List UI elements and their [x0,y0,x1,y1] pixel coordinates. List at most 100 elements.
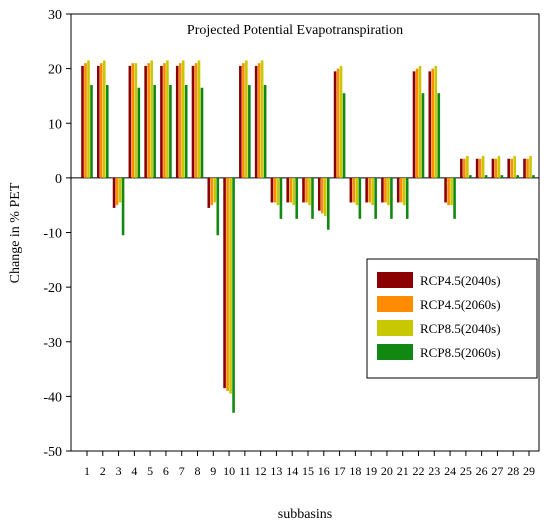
bar [131,63,135,178]
x-tick-label: 12 [255,464,267,478]
bar [223,177,226,389]
bar [160,65,163,178]
bar [529,156,532,178]
bar [226,177,229,391]
bar [396,177,400,203]
bar [342,93,346,178]
x-axis: 1 2 3 4 5 6 7 8 9 10 11 12 13 14 15 16 17 18 19 20 21 22 23 24 2… [84,451,535,478]
bar [418,65,422,178]
bar [263,85,267,178]
bar [339,65,343,178]
bar [469,175,472,178]
legend-swatch [377,272,413,288]
bar [84,63,87,178]
bar [311,177,314,219]
bar [128,65,132,178]
x-tick-label: 27 [491,464,503,478]
y-tick-label: 20 [48,63,62,78]
legend-label: RCP8.5(2040s) [420,321,501,336]
bar [194,63,198,178]
bar [260,60,264,178]
x-tick-label: 25 [460,464,472,478]
bar [412,71,416,178]
legend-swatch [377,320,413,336]
x-tick-label: 13 [270,464,282,478]
bar [494,158,498,178]
bar [516,175,520,178]
bar [239,65,242,178]
bar [115,177,119,206]
bar [207,177,211,208]
bar [289,177,293,203]
bar [355,177,359,206]
bar [308,177,311,206]
bar [191,65,195,178]
x-tick-label: 16 [318,464,330,478]
bar [466,156,469,178]
bar [292,177,296,206]
bar [405,177,409,219]
y-tick-label: 10 [48,117,62,132]
bar [453,177,456,219]
bar [295,177,299,219]
bar [81,65,84,178]
bar [210,177,214,206]
bar [150,60,153,178]
bar [90,85,93,178]
x-tick-label: 18 [349,464,361,478]
bar [434,65,438,178]
legend-item: RCP8.5(2060s) [377,344,501,360]
legend-label: RCP8.5(2060s) [420,345,501,360]
x-tick-label: 15 [302,464,314,478]
legend-item: RCP8.5(2040s) [377,320,501,336]
chart-title: Projected Potential Evapotranspiration [187,23,403,38]
y-tick-label: -20 [43,281,62,296]
bar [175,65,179,178]
x-tick-label: 3 [116,464,122,478]
bar [184,85,188,178]
legend-swatch [377,296,413,312]
bar [415,68,419,178]
bar [163,63,166,178]
bar [371,177,374,206]
bar [431,68,435,178]
x-tick-label: 26 [476,464,488,478]
x-tick-label: 8 [195,464,201,478]
x-tick-label: 1 [84,464,90,478]
x-tick-label: 6 [163,464,169,478]
x-tick-label: 10 [223,464,235,478]
bar [178,63,182,178]
y-axis: 30 20 10 0 -10 -20 -30 -40 -50 [43,8,71,460]
bar [444,177,447,203]
x-tick-label: 7 [179,464,185,478]
bar [437,93,441,178]
bar [181,60,185,178]
plot-frame [70,13,540,452]
bar [384,177,387,203]
bar [229,177,232,394]
legend: RCP4.5(2040s) RCP4.5(2060s) RCP8.5(2040s… [366,258,538,379]
y-tick-label: -10 [43,227,62,242]
x-tick-label: 24 [444,464,456,478]
bar [399,177,403,203]
x-tick-label: 14 [286,464,298,478]
bar [532,175,535,178]
bar [491,158,495,178]
bar [216,177,220,236]
bar [320,177,324,214]
bar [513,156,517,178]
bar [478,158,482,178]
x-tick-label: 19 [365,464,377,478]
bar [200,87,204,178]
x-tick-label: 4 [131,464,137,478]
bar [358,177,362,219]
bar [463,158,466,178]
bar [323,177,327,217]
bar [273,177,277,203]
bar [349,177,353,203]
x-tick-label: 22 [413,464,425,478]
bar [112,177,116,208]
bar [447,177,450,206]
x-tick-label: 2 [100,464,106,478]
bar [500,175,504,178]
